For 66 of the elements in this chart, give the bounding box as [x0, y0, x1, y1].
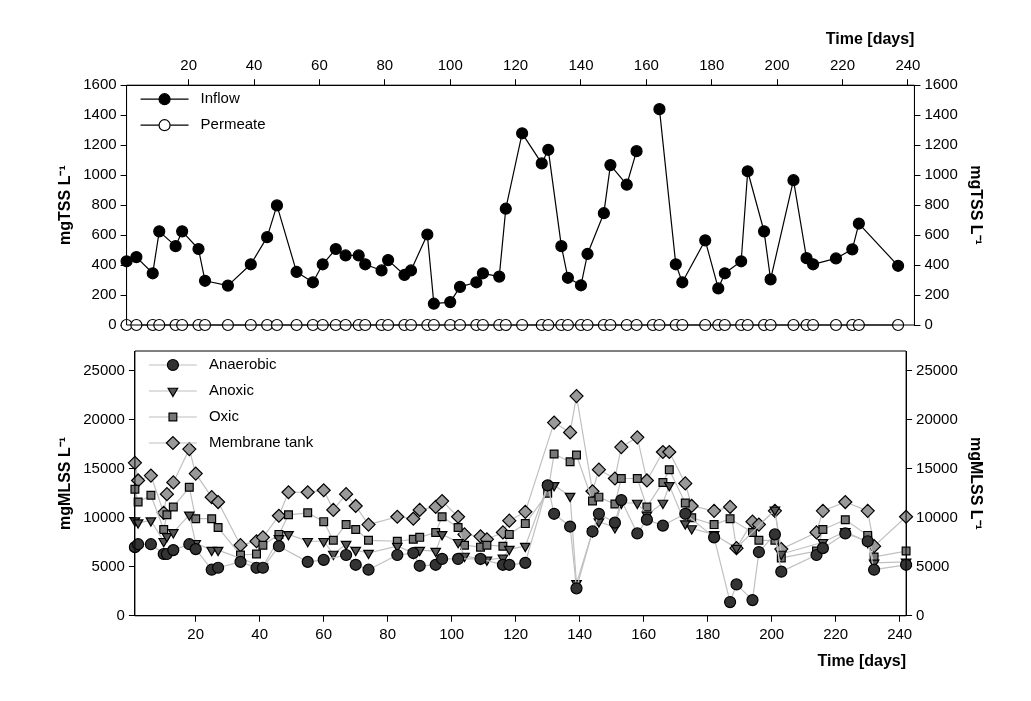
- y2-axis-title: mgMLSS L⁻¹: [967, 436, 985, 530]
- y-tick-label: 600: [91, 225, 117, 243]
- y2-tick-label: 0: [924, 315, 933, 333]
- y-tick-label: 0: [108, 315, 117, 333]
- y2-tick-label: 1400: [924, 105, 958, 123]
- y2-tick-label: 800: [924, 195, 950, 213]
- legend-label: Permeate: [200, 115, 266, 133]
- legend-label: Membrane tank: [208, 433, 314, 451]
- y-tick-label: 25000: [83, 360, 125, 378]
- x-tick-label: 240: [887, 624, 913, 642]
- x-tick-label: 60: [315, 624, 333, 642]
- x-tick-label: 100: [437, 56, 463, 74]
- legend-label: Inflow: [200, 89, 240, 107]
- x-tick-label: 40: [251, 624, 269, 642]
- y-tick-label: 20000: [83, 409, 125, 427]
- y2-tick-label: 1000: [924, 165, 958, 183]
- y-tick-label: 5000: [91, 556, 125, 574]
- y2-tick-label: 1200: [924, 135, 958, 153]
- y2-tick-label: 1600: [924, 75, 958, 93]
- y-axis-title: mgMLSS L⁻¹: [56, 436, 74, 530]
- legend-label: Oxic: [208, 407, 240, 425]
- x-tick-label: 80: [379, 624, 397, 642]
- x-tick-label: 60: [311, 56, 328, 74]
- y-tick-label: 1600: [83, 75, 117, 93]
- y-tick-label: 0: [116, 605, 125, 623]
- y-tick-label: 1400: [83, 105, 117, 123]
- y2-tick-label: 20000: [916, 409, 958, 427]
- y-tick-label: 400: [91, 255, 117, 273]
- x-tick-label: 200: [764, 56, 790, 74]
- x-tick-label: 160: [633, 56, 659, 74]
- x-tick-label: 20: [187, 624, 205, 642]
- y2-tick-label: 600: [924, 225, 950, 243]
- legend-label: Anoxic: [208, 381, 255, 399]
- x-tick-label: 120: [503, 624, 529, 642]
- y-tick-label: 1200: [83, 135, 117, 153]
- x-tick-label: 240: [895, 56, 921, 74]
- y2-tick-label: 5000: [916, 556, 950, 574]
- y-tick-label: 15000: [83, 458, 125, 476]
- y2-tick-label: 200: [924, 285, 950, 303]
- y2-tick-label: 15000: [916, 458, 958, 476]
- y2-tick-label: 25000: [916, 360, 958, 378]
- y-tick-label: 1000: [83, 165, 117, 183]
- x-axis-title: Time [days]: [825, 30, 915, 48]
- legend-label: Anaerobic: [208, 355, 277, 373]
- y-axis-title: mgTSS L⁻¹: [56, 165, 74, 245]
- x-tick-label: 140: [568, 56, 594, 74]
- x-tick-label: 120: [503, 56, 529, 74]
- x-tick-label: 140: [567, 624, 593, 642]
- x-tick-label: 160: [631, 624, 657, 642]
- y-tick-label: 200: [91, 285, 117, 303]
- x-tick-label: 180: [695, 624, 721, 642]
- y-tick-label: 10000: [83, 507, 125, 525]
- x-tick-label: 200: [759, 624, 785, 642]
- y2-tick-label: 0: [916, 605, 925, 623]
- y2-axis-title: mgTSS L⁻¹: [967, 165, 985, 245]
- x-axis-title: Time [days]: [817, 651, 907, 669]
- x-tick-label: 220: [823, 624, 849, 642]
- y-tick-label: 800: [91, 195, 117, 213]
- x-tick-label: 20: [180, 56, 198, 74]
- x-tick-label: 180: [699, 56, 725, 74]
- x-tick-label: 40: [245, 56, 263, 74]
- y2-tick-label: 400: [924, 255, 950, 273]
- y2-tick-label: 10000: [916, 507, 958, 525]
- x-tick-label: 220: [829, 56, 856, 74]
- x-tick-label: 80: [376, 56, 394, 74]
- x-tick-label: 100: [439, 624, 465, 642]
